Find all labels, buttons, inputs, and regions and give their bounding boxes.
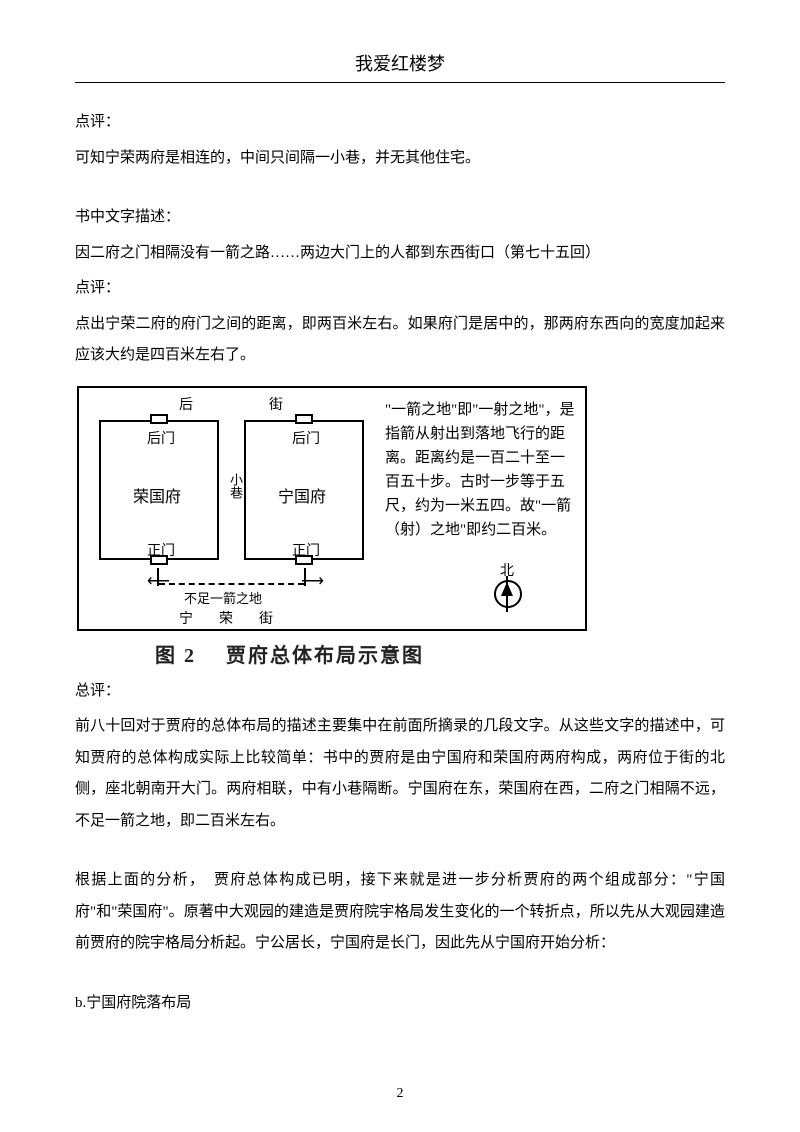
quote-text: 因二府之门相隔没有一箭之路……两边大门上的人都到东西街口（第七十五回）: [75, 238, 725, 270]
ning-back-gate-icon: [295, 414, 313, 424]
compass-icon: 北: [491, 564, 525, 614]
ning-front-gate-label: 正门: [292, 540, 320, 560]
distance-tick-right: [304, 568, 306, 586]
figure-2: 后 街 后门 荣国府 正门 小巷 后门 宁国府 正门 ⟵ ⟶ 不足一箭之地 宁 …: [75, 386, 725, 668]
ning-back-gate-label: 后门: [292, 428, 320, 448]
ning-mansion-label: 宁国府: [278, 483, 326, 507]
distance-line: [159, 583, 304, 585]
commentary-text-1: 可知宁荣两府是相连的，中间只间隔一小巷，并无其他住宅。: [75, 143, 725, 175]
ningrong-street-label: 宁 荣 街: [179, 608, 279, 628]
quote-label: 书中文字描述：: [75, 202, 725, 234]
commentary-label-2: 点评：: [75, 273, 725, 305]
back-street-label-r: 街: [269, 394, 283, 414]
alley-label: 小巷: [226, 473, 245, 499]
back-street-label-l: 后: [179, 394, 193, 414]
commentary-text-2: 点出宁荣二府的府门之间的距离，即两百米左右。如果府门是居中的，那两府东西向的宽度…: [75, 309, 725, 372]
figure-caption-text: 贾府总体布局示意图: [226, 645, 424, 667]
commentary-label-1: 点评：: [75, 107, 725, 139]
rong-front-gate-label: 正门: [147, 540, 175, 560]
rong-mansion-label: 荣国府: [133, 483, 181, 507]
distance-label: 不足一箭之地: [184, 588, 262, 607]
page-title: 我爱红楼梦: [75, 50, 725, 76]
rong-back-gate-label: 后门: [147, 428, 175, 448]
rong-back-gate-icon: [150, 414, 168, 424]
layout-diagram: 后 街 后门 荣国府 正门 小巷 后门 宁国府 正门 ⟵ ⟶ 不足一箭之地 宁 …: [77, 386, 587, 631]
page-number: 2: [0, 1086, 800, 1102]
diagram-note: "一箭之地"即"一射之地"，是指箭从射出到落地飞行的距离。距离约是一百二十至一百…: [385, 398, 575, 542]
summary-text-1: 前八十回对于贾府的总体布局的描述主要集中在前面所摘录的几段文字。从这些文字的描述…: [75, 711, 725, 837]
section-b-heading: b.宁国府院落布局: [75, 988, 725, 1020]
header-rule: [75, 82, 725, 83]
summary-text-2: 根据上面的分析， 贾府总体构成已明，接下来就是进一步分析贾府的两个组成部分："宁…: [75, 865, 725, 960]
summary-label: 总评：: [75, 676, 725, 708]
distance-tick-left: [157, 568, 159, 586]
figure-caption-num: 图 2: [155, 645, 196, 667]
figure-caption: 图 2 贾府总体布局示意图: [75, 639, 725, 668]
